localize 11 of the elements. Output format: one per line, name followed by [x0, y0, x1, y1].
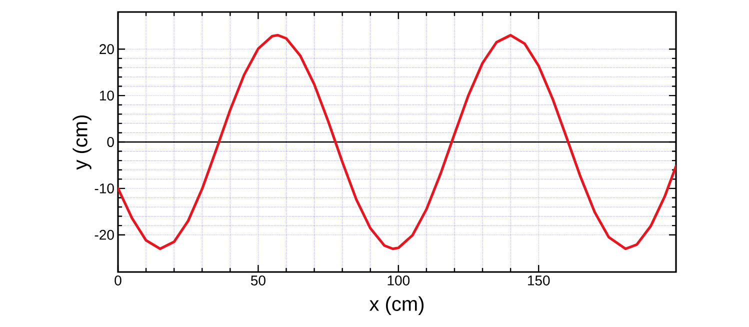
y-tick-label: -20 [94, 230, 114, 240]
y-tick-label: 10 [100, 90, 114, 101]
x-tick-label: 100 [388, 276, 410, 286]
x-tick-label: 0 [114, 276, 122, 286]
y-tick-label: 0 [107, 137, 114, 147]
x-axis-title: x (cm) [369, 296, 424, 315]
x-tick-label: 50 [250, 276, 266, 286]
x-tick-label: 150 [528, 276, 550, 286]
y-tick-label: -10 [94, 183, 114, 194]
y-tick-label: 20 [100, 44, 114, 54]
y-axis-title: y (cm) [72, 115, 92, 170]
